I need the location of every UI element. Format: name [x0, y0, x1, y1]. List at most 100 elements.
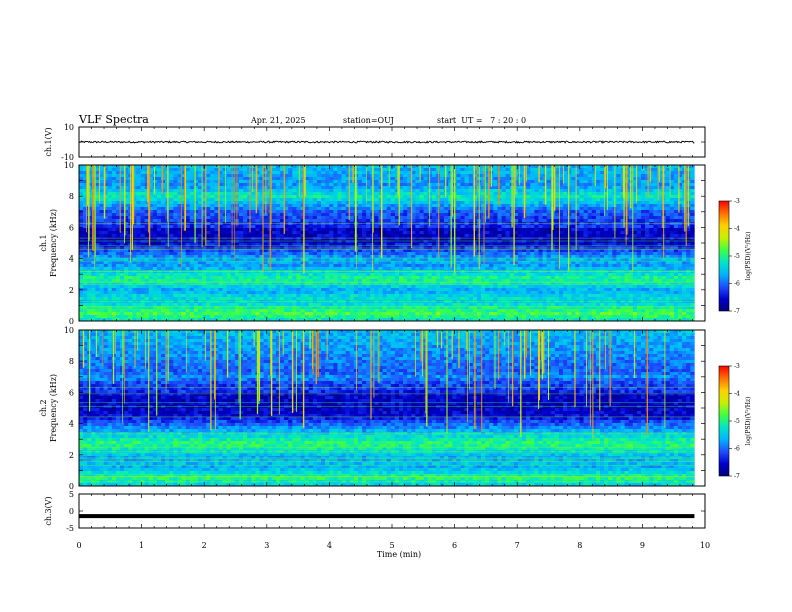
spectrogram-cell — [333, 240, 338, 244]
spectrogram-cell — [296, 318, 301, 322]
spectrogram-cell — [148, 237, 154, 241]
spectrogram-cell — [91, 252, 96, 256]
spectrogram-cell — [288, 168, 293, 172]
spectrogram-cell — [255, 267, 260, 271]
spectrogram-cell — [189, 189, 195, 193]
spectrogram-cell — [444, 261, 449, 265]
spectrogram-cell — [99, 165, 104, 169]
spectrogram-cell — [128, 318, 133, 322]
spectrogram-cell — [161, 171, 166, 175]
spectrogram-cell — [316, 243, 322, 247]
spectrogram-cell — [366, 279, 371, 283]
spectrogram-cell — [111, 171, 117, 175]
spectrogram-cell — [259, 309, 264, 313]
spectrogram-cell — [378, 258, 383, 262]
spectrogram-cell — [440, 246, 445, 250]
spectrogram-cell — [366, 285, 371, 289]
spectrogram-cell — [444, 312, 449, 316]
spectrogram-cell — [288, 246, 293, 250]
spectrogram-cell — [251, 246, 256, 250]
spectrogram-cell — [321, 195, 326, 199]
spectrogram-cell — [238, 312, 244, 316]
spectrogram-cell — [177, 240, 182, 244]
spectrogram-cell — [329, 192, 334, 196]
spectrogram-cell — [390, 255, 396, 259]
spectrogram-cell — [263, 282, 269, 286]
spectrogram-cell — [83, 174, 88, 178]
spectrogram-cell — [288, 312, 293, 316]
spectrogram-cell — [189, 267, 195, 271]
spectrogram-cell — [308, 261, 314, 265]
spectrogram-cell — [230, 312, 236, 316]
spectrogram-cell — [144, 309, 150, 313]
spectrogram-cell — [288, 183, 293, 187]
spectrogram-cell — [304, 207, 310, 211]
spectrogram-cell — [345, 207, 351, 211]
spectrogram-cell — [99, 264, 104, 268]
spectrogram-cell — [300, 285, 305, 289]
spectrogram-cell — [197, 258, 203, 262]
spectrogram-cell — [226, 183, 232, 187]
spectrogram-cell — [144, 234, 150, 238]
spectrogram-cell — [378, 168, 383, 172]
spectrogram-cell — [411, 309, 416, 313]
spectrogram-cell — [128, 297, 133, 301]
spectrogram-cell — [382, 252, 387, 256]
spectrogram-cell — [148, 267, 154, 271]
spectrogram-cell — [382, 315, 387, 319]
spectrogram-cell — [197, 168, 203, 172]
spectrogram-cell — [431, 258, 437, 262]
spectrogram-cell — [218, 264, 223, 268]
spectrogram-cell — [140, 168, 145, 172]
spectrogram-cell — [243, 240, 248, 244]
spectrogram-cell — [337, 273, 342, 277]
spectrogram-cell — [148, 195, 154, 199]
spectrogram-cell — [435, 201, 441, 205]
spectrogram-cell — [300, 303, 305, 307]
spectrogram-cell — [403, 174, 408, 178]
spectrogram-cell — [206, 198, 211, 202]
spectrogram-cell — [308, 186, 314, 190]
spectrogram-cell — [288, 303, 293, 307]
spectrogram-cell — [374, 234, 379, 238]
spectrogram-cell — [403, 225, 408, 229]
spectrogram-cell — [193, 228, 199, 232]
spectrogram-cell — [202, 216, 207, 220]
spectrogram-cell — [99, 312, 104, 316]
spectrogram-cell — [251, 249, 256, 253]
spectrogram-cell — [234, 297, 240, 301]
spectrogram-cell — [189, 177, 195, 181]
spectrogram-cell — [407, 312, 412, 316]
spectrogram-cell — [444, 318, 449, 322]
spectrogram-cell — [382, 276, 387, 280]
spectrogram-cell — [280, 192, 285, 196]
spectrogram-cell — [210, 168, 215, 172]
spectrogram-cell — [99, 258, 104, 262]
spectrogram-cell — [165, 306, 170, 310]
spectrogram-cell — [136, 255, 141, 259]
spectrogram-cell — [378, 225, 383, 229]
spectrogram-cell — [398, 183, 404, 187]
spectrogram-cell — [316, 198, 322, 202]
spectrogram-cell — [271, 315, 277, 319]
spectrogram-cell — [288, 282, 293, 286]
spectrogram-cell — [136, 192, 141, 196]
spectrogram-cell — [300, 249, 305, 253]
spectrogram-cell — [218, 225, 223, 229]
spectrogram-cell — [312, 207, 318, 211]
spectrogram-cell — [431, 240, 437, 244]
spectrogram-cell — [255, 189, 260, 193]
spectrogram-cell — [357, 165, 363, 169]
spectrogram-cell — [423, 231, 428, 235]
spectrogram-cell — [115, 318, 121, 322]
spectrogram-cell — [325, 261, 330, 265]
spectrogram-cell — [345, 288, 351, 292]
spectrogram-cell — [407, 195, 412, 199]
spectrogram-cell — [247, 234, 252, 238]
spectrogram-cell — [169, 318, 174, 322]
spectrogram-cell — [415, 276, 420, 280]
spectrogram-cell — [316, 258, 322, 262]
spectrogram-cell — [411, 252, 416, 256]
spectrogram-cell — [280, 243, 285, 247]
spectrogram-cell — [411, 315, 416, 319]
